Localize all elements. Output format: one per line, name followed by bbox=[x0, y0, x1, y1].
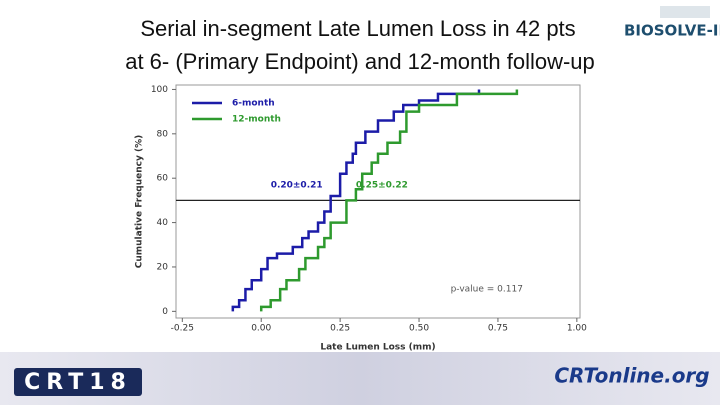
data-line bbox=[231, 89, 481, 312]
x-tick-label: -0.25 bbox=[171, 324, 194, 334]
x-tick-label: 0.00 bbox=[251, 324, 271, 334]
legend-label: 6-month bbox=[232, 99, 275, 109]
y-tick-label: 40 bbox=[157, 218, 169, 228]
y-tick-label: 20 bbox=[157, 262, 169, 272]
x-tick-label: 0.50 bbox=[409, 324, 429, 334]
title-line: at 6- (Primary Endpoint) and 12-month fo… bbox=[125, 49, 595, 74]
y-tick-label: 60 bbox=[157, 174, 169, 184]
y-axis-label: Cumulative Frequency (%) bbox=[135, 135, 145, 269]
chart: 0 20 40 60 80 100 -0.25 0.00 0.25 0.50 0.75 1.00 Lat… bbox=[135, 84, 587, 353]
y-tick-label: 0 bbox=[162, 307, 168, 317]
crt-logo: CRT18 bbox=[14, 368, 142, 396]
top-logo: BIOSOLVE-II bbox=[624, 6, 720, 40]
annotation: 0.25±0.22 bbox=[356, 180, 408, 190]
logo-text: CRT18 bbox=[24, 370, 132, 395]
plot-area bbox=[175, 84, 581, 319]
x-tick-label: 0.75 bbox=[488, 324, 508, 334]
x-axis-label: Late Lumen Loss (mm) bbox=[320, 343, 435, 353]
logo-text: CRTonline.org bbox=[554, 364, 709, 388]
y-tick-label: 80 bbox=[157, 129, 169, 139]
legend-label: 12-month bbox=[232, 115, 281, 125]
data-line bbox=[259, 89, 519, 312]
logo-text: BIOSOLVE-II bbox=[624, 22, 720, 40]
x-tick-label: 1.00 bbox=[567, 324, 587, 334]
annotation: p-value = 0.117 bbox=[451, 285, 523, 295]
y-tick-label: 100 bbox=[151, 85, 168, 95]
x-tick-label: 0.25 bbox=[330, 324, 350, 334]
annotation: 0.20±0.21 bbox=[271, 180, 323, 190]
title-line: Serial in-segment Late Lumen Loss in 42 … bbox=[140, 16, 575, 41]
